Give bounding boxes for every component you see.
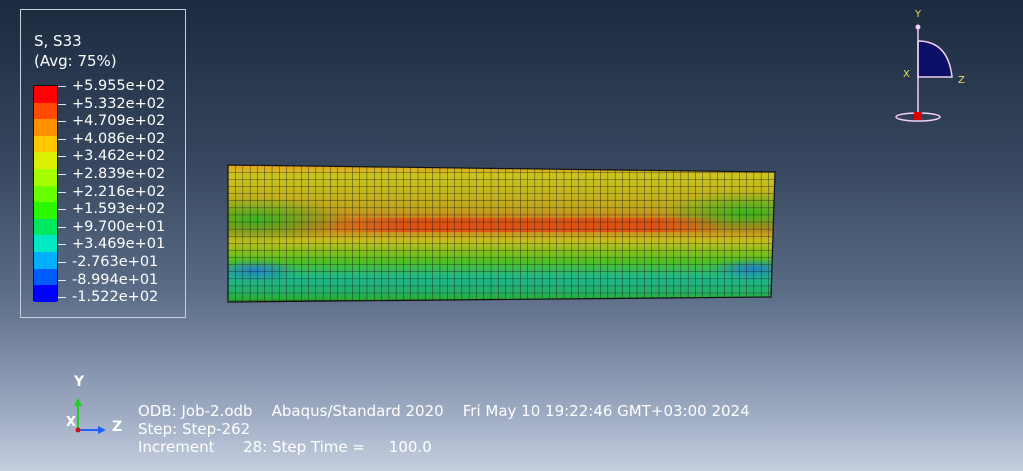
legend-subtitle: (Avg: 75%) xyxy=(34,52,117,70)
increment-info: Increment 28: Step Time = 100.0 xyxy=(138,438,432,456)
legend-swatch xyxy=(34,185,57,203)
legend-tick xyxy=(58,86,66,87)
legend-tick xyxy=(58,174,66,175)
legend-title: S, S33 xyxy=(34,32,82,50)
legend-value: -2.763e+01 xyxy=(72,254,159,270)
triad-origin-marker xyxy=(914,112,922,120)
mesh-body xyxy=(227,164,776,303)
legend-value: +4.709e+02 xyxy=(72,113,166,130)
legend-value: +3.469e+01 xyxy=(72,236,166,253)
legend-value: -1.522e+02 xyxy=(72,289,159,306)
legend-tick xyxy=(58,191,66,193)
axis-y-label: Y xyxy=(74,374,85,390)
legend-value: +2.839e+02 xyxy=(72,166,166,182)
legend-tick xyxy=(58,156,66,158)
timestamp: Fri May 10 19:22:46 GMT+03:00 2024 xyxy=(462,402,750,420)
legend-swatch xyxy=(34,86,57,103)
legend-tick xyxy=(58,244,66,246)
view-triad[interactable]: Y X Z xyxy=(890,5,970,125)
legend-value: -8.994e+01 xyxy=(72,271,159,288)
triad-z-label: Z xyxy=(958,75,965,86)
legend-swatch xyxy=(34,152,57,169)
legend-tick xyxy=(58,297,66,299)
legend-swatch xyxy=(34,119,57,136)
legend-swatch xyxy=(34,135,57,153)
triad-y-label: Y xyxy=(914,9,922,20)
legend-tick xyxy=(58,103,66,105)
legend-panel xyxy=(20,9,186,318)
legend-swatch xyxy=(34,202,57,219)
color-scale xyxy=(33,85,58,302)
solver-name: Abaqus/Standard 2020 xyxy=(271,402,444,420)
axis-x-label: X xyxy=(66,415,77,430)
triad-x-label: X xyxy=(903,69,910,80)
step-info: Step: Step-262 xyxy=(138,420,251,438)
legend-value: +2.216e+02 xyxy=(72,183,166,200)
legend-swatch xyxy=(34,251,57,269)
legend-tick xyxy=(58,121,66,123)
legend-value: +5.332e+02 xyxy=(72,95,166,112)
legend-tick xyxy=(58,138,66,140)
legend-value: +5.955e+02 xyxy=(72,78,166,94)
legend-swatch xyxy=(34,168,57,186)
legend-swatch xyxy=(34,285,57,302)
odb-file: ODB: Job-2.odb xyxy=(138,402,253,420)
axis-z-label: Z xyxy=(112,419,123,435)
legend-swatch xyxy=(34,102,57,120)
legend-tick xyxy=(58,226,66,228)
legend-tick xyxy=(58,262,66,263)
legend-swatch xyxy=(34,268,57,286)
legend-value: +4.086e+02 xyxy=(72,130,166,147)
odb-info-line: ODB: Job-2.odb Abaqus/Standard 2020 Fri … xyxy=(138,402,750,420)
legend-tick xyxy=(58,279,66,281)
coordinate-triad xyxy=(74,398,106,434)
legend-tick xyxy=(58,209,66,211)
legend-value: +1.593e+02 xyxy=(72,201,166,218)
legend-value: +9.700e+01 xyxy=(72,218,166,235)
triad-quadrant xyxy=(917,40,953,78)
legend-value: +3.462e+02 xyxy=(72,148,166,165)
legend-swatch xyxy=(34,235,57,252)
legend-swatch xyxy=(34,218,57,236)
